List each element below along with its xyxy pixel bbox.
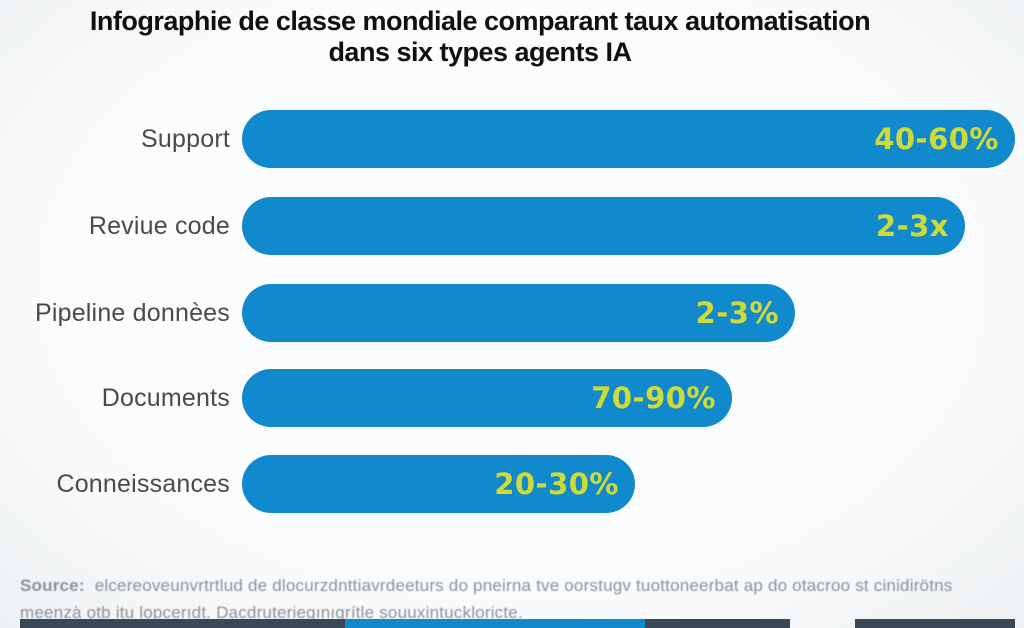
footer-border-segment — [855, 619, 1015, 628]
bar-value-documents: 70-90% — [591, 381, 716, 415]
chart-title-line2: dans six types agents IA — [328, 37, 632, 67]
source-prefix: Source: — [20, 576, 85, 595]
chart-row-knowledge: Conneissances 20-30% — [0, 455, 1024, 513]
bar-value-data-pipeline: 2-3% — [695, 296, 779, 330]
bar-documents: 70-90% — [242, 369, 732, 427]
bar-data-pipeline: 2-3% — [242, 284, 795, 342]
bar-value-code-review: 2-3x — [875, 209, 949, 243]
source-note: Source: elcereoveunvrtrtlud de dlocurzdnt… — [20, 572, 1010, 626]
bar-support: 40-60% — [242, 110, 1015, 168]
source-line1: Source: elcereoveunvrtrtlud de dlocurzdnt… — [20, 572, 1010, 599]
bar-label-support: Support — [141, 124, 230, 153]
chart-row-support: Support 40-60% — [0, 110, 1024, 168]
chart-row-documents: Documents 70-90% — [0, 369, 1024, 427]
bar-code-review: 2-3x — [242, 197, 965, 255]
bar-label-knowledge: Conneissances — [56, 469, 230, 498]
bar-label-documents: Documents — [101, 383, 230, 412]
chart-title-line1: Infographie de classe mondiale comparant… — [89, 6, 871, 36]
bar-value-support: 40-60% — [874, 122, 999, 156]
chart-row-data-pipeline: Pipeline donnèes 2-3% — [0, 284, 1024, 342]
bar-label-code-review: Reviue code — [88, 211, 230, 240]
source-line2: meenzà otb itu lopcerıdt. Dacdruteriegın… — [20, 599, 1010, 626]
chart-title: Infographie de classe mondiale comparant… — [0, 6, 960, 68]
footer-border-segment — [345, 619, 645, 628]
footer-border-segment — [20, 619, 345, 628]
footer-border-segment — [645, 619, 790, 628]
footer-border-strip — [0, 619, 1024, 628]
bar-knowledge: 20-30% — [242, 455, 635, 513]
bar-value-knowledge: 20-30% — [494, 467, 619, 501]
bar-label-data-pipeline: Pipeline donnèes — [34, 298, 230, 327]
source-text1: elcereoveunvrtrtlud de dlocurzdnttiavrde… — [94, 576, 953, 595]
chart-row-code-review: Reviue code 2-3x — [0, 197, 1024, 255]
source-text2: meenzà otb itu lopcerıdt. Dacdruteriegın… — [20, 603, 523, 622]
